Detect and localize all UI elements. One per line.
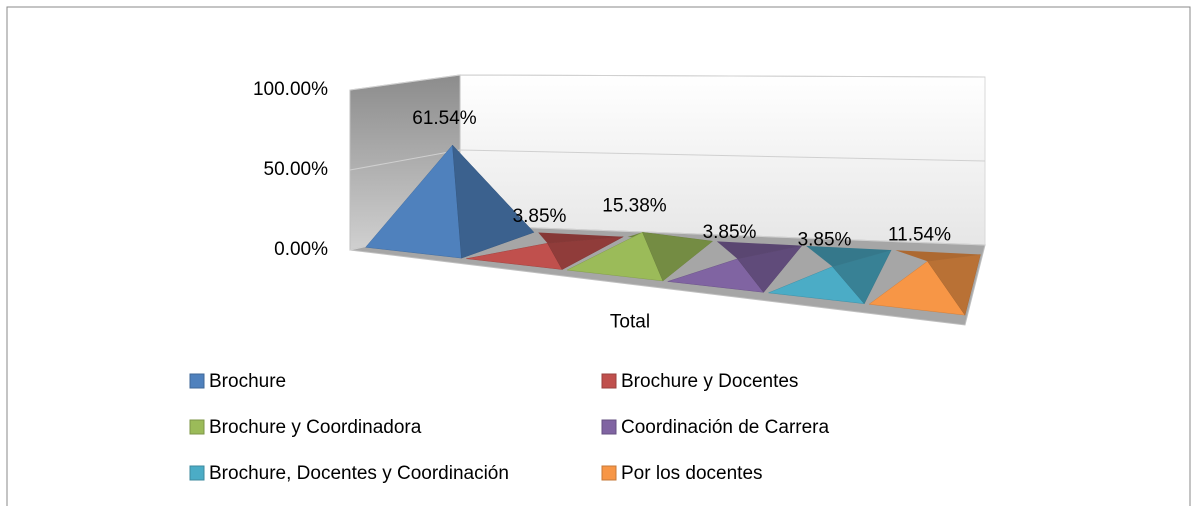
y-tick-label: 0.00% <box>274 239 328 260</box>
grid-line <box>349 74 986 91</box>
grid-line <box>349 149 986 171</box>
pyramid-side <box>547 236 624 270</box>
chart-frame <box>6 6 1191 506</box>
data-label: 11.54% <box>888 224 951 245</box>
legend-swatch <box>601 373 617 389</box>
legend-swatch <box>189 419 205 435</box>
pyramid-side <box>832 249 892 305</box>
legend-label: Brochure, Docentes y Coordinación <box>209 463 509 484</box>
pyramid-side <box>927 254 981 316</box>
pyramid-back <box>806 245 892 267</box>
pyramid-side <box>452 144 535 259</box>
data-label: 3.85% <box>703 222 757 243</box>
legend-label: Brochure y Coordinadora <box>209 417 422 438</box>
legend-label: Coordinación de Carrera <box>621 417 829 438</box>
y-tick-label: 100.00% <box>253 79 328 100</box>
legend-swatch <box>189 373 205 389</box>
pyramid-back <box>716 241 802 259</box>
legend-swatch <box>601 465 617 481</box>
x-tick-label: Total <box>610 312 650 333</box>
data-label: 3.85% <box>798 230 852 251</box>
y-tick-label: 50.00% <box>264 159 329 180</box>
pyramid-side <box>737 245 803 293</box>
legend-label: Por los docentes <box>621 463 763 484</box>
legend-label: Brochure y Docentes <box>621 371 798 392</box>
pyramid-back <box>895 250 981 262</box>
legend-label: Brochure <box>209 371 286 392</box>
legend-swatch <box>189 465 205 481</box>
legend-swatch <box>601 419 617 435</box>
data-label: 3.85% <box>513 206 567 227</box>
pyramid-back <box>538 232 624 244</box>
data-label: 61.54% <box>412 108 477 129</box>
pyramid-side <box>642 231 714 282</box>
data-label: 15.38% <box>602 195 667 216</box>
